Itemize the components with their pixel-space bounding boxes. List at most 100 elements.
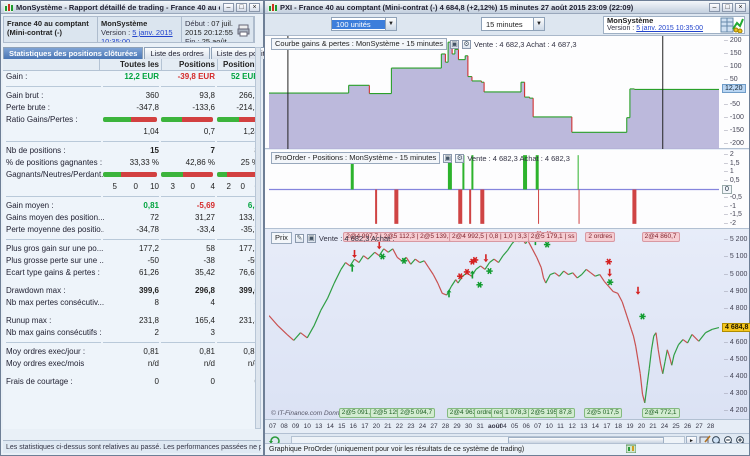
order-tag[interactable]: 2@4 860,7	[641, 232, 680, 242]
table-row: % de positions gagnantes : 33,33 % 42,86 %…	[3, 157, 255, 169]
order-tag[interactable]: 2@4 992,5 | 0,8 | 1,0 | 3,3	[449, 232, 530, 242]
cell-subvalue: 5	[112, 182, 117, 191]
table-row: Gain brut : 360 93,8 266,2	[3, 90, 255, 102]
axis-tick-label: 4 600	[724, 339, 748, 346]
units-value: 100 unités	[332, 19, 385, 29]
cell-value: -34,78	[136, 225, 159, 234]
order-tag[interactable]: 1 078,3	[502, 408, 530, 418]
close-button[interactable]: ×	[735, 2, 746, 12]
buy-marker-icon	[476, 281, 483, 288]
popout-icon[interactable]: ▣	[450, 39, 459, 49]
table-row: Runup max : 231,8 165,4 231,8	[3, 315, 255, 327]
row-label: Moy ordres exec/mois	[6, 359, 85, 368]
axis-tick-label: 5 100	[724, 253, 748, 260]
cell-value: 8	[217, 145, 256, 157]
disclaimer-text: Les statistiques ci-dessus sont relative…	[3, 440, 261, 453]
equity-curve-svg[interactable]	[269, 36, 719, 149]
date-tick-label: 18	[614, 423, 623, 430]
date-tick-label: 09	[292, 423, 300, 430]
timeframe-dropdown[interactable]: 15 minutes ▼	[481, 17, 545, 31]
order-tag[interactable]: 2@5 094,7	[397, 408, 436, 418]
table-header: Toutes les positionsPositions longuesPos…	[3, 59, 259, 83]
order-tag[interactable]: 2@4 772,1	[641, 408, 680, 418]
positions-bars-svg[interactable]	[269, 150, 719, 229]
price-series-svg[interactable]	[269, 230, 719, 420]
printer-icon[interactable]	[237, 24, 250, 37]
row-label: Plus gros gain sur une po...	[6, 244, 104, 253]
gear-icon[interactable]: ⚙	[462, 39, 471, 49]
cell-value: 7	[210, 146, 215, 155]
system-info: MonSystème Version : 5 janv. 2015 10:35:…	[98, 17, 182, 42]
cell-value: -5,69	[196, 201, 215, 210]
order-tag[interactable]: 2@5 017,5	[584, 408, 622, 418]
chevron-down-icon[interactable]: ▼	[385, 18, 396, 30]
instrument-name: France 40 au comptant (Mini-contrat (-)	[4, 17, 98, 42]
date-tick-label: 24	[660, 423, 669, 430]
axis-tick-label: 200	[724, 37, 742, 44]
order-tag[interactable]: 2 ordres	[585, 232, 616, 242]
cell-value: -133,6	[192, 103, 215, 112]
version-label: Version :	[607, 25, 635, 32]
cell-value: -214,2	[236, 103, 255, 112]
chart-titlebar[interactable]: PXI - France 40 au comptant (Mini-contra…	[265, 1, 749, 14]
sell-marker-icon	[607, 268, 613, 277]
popout-icon[interactable]: ▣	[443, 153, 453, 163]
x-axis-dates: 07 08 09 10 13 14 15 16 17 20 21 22 23 24 27 28 29 30 31 ao…	[265, 420, 717, 433]
chart-hscroll-row: ◄ ►	[265, 433, 749, 446]
version-link[interactable]: 5 janv. 2015 10:35:00	[636, 25, 704, 32]
maximize-button[interactable]: □	[236, 2, 247, 12]
order-tag[interactable]: 87,8	[556, 408, 575, 418]
tab-statistiques[interactable]: Statistiques des positions clôturées	[3, 47, 144, 59]
price-chart[interactable]	[269, 230, 719, 419]
gain-loss-bar	[161, 172, 213, 177]
popout-icon[interactable]: ▣	[306, 233, 316, 243]
date-tick-label: 07	[269, 423, 277, 430]
order-tag[interactable]: 2@5 179,1 | ss	[527, 232, 578, 242]
table-row: 5010304206	[3, 181, 255, 193]
row-label: Frais de courtage :	[6, 377, 73, 386]
buy-marker-icon	[543, 241, 551, 248]
units-dropdown[interactable]: 100 unités ▼	[331, 17, 397, 31]
sell-marker-icon	[457, 273, 464, 280]
row-label: Nb de positions :	[6, 146, 66, 155]
chevron-down-icon[interactable]: ▼	[533, 18, 544, 30]
maximize-button[interactable]: □	[722, 2, 733, 12]
positions-panel[interactable]: ProOrder - Positions : MonSystème - 15 m…	[265, 150, 749, 229]
cell-value: 165,4	[194, 316, 215, 325]
pencil-icon[interactable]: ✎	[294, 233, 304, 243]
cell-value: 1,24	[243, 127, 255, 136]
cell-value: 72	[150, 213, 159, 222]
price-quote: Vente : 4 682,3 Achat :	[318, 233, 395, 243]
close-button[interactable]: ×	[249, 2, 260, 12]
price-panel[interactable]: Prix ✎ ▣ Vente : 4 682,3 Achat : 5 2005 …	[265, 230, 750, 420]
date-tick-label: 28	[441, 423, 450, 430]
cell-value: 231,8	[238, 316, 255, 325]
cell-value: 58	[206, 244, 215, 253]
sell-marker-icon	[605, 258, 612, 265]
system-version-box[interactable]: MonSystème Version : 5 janv. 2015 10:35:…	[603, 16, 745, 34]
table-row: Nb max gains consécutifs : 2 31	[3, 327, 255, 339]
equity-curve-panel[interactable]: Courbe gains & pertes : MonSystème - 15 …	[265, 36, 749, 149]
date-tick-label: 25	[672, 423, 680, 430]
minimize-button[interactable]: –	[223, 2, 234, 12]
group-separator	[3, 339, 255, 346]
sell-marker-icon	[352, 249, 357, 258]
gear-icon[interactable]: ⚙	[455, 153, 465, 163]
positions-bar-chart[interactable]	[269, 150, 719, 228]
equity-curve-chart[interactable]	[269, 36, 719, 149]
table-row: Ratio Gains/Pertes :	[3, 114, 255, 126]
current-value-badge: 4 684,8	[722, 323, 750, 333]
minimize-button[interactable]: –	[709, 2, 720, 12]
date-tick-label: 15	[338, 423, 346, 430]
axis-tick-label: -200	[724, 140, 744, 147]
axis-tick-label: 5 000	[724, 271, 748, 278]
version-label: Version :	[101, 28, 131, 37]
report-vertical-scrollbar[interactable]	[255, 47, 261, 429]
version-link[interactable]: 5 janv. 2015 10:35:00	[101, 28, 173, 42]
window-title: PXI - France 40 au comptant (Mini-contra…	[280, 2, 634, 12]
axis-tick-label: -50	[724, 101, 740, 108]
group-separator	[3, 236, 255, 243]
row-label: Gagnants/Neutres/Perdant...	[6, 170, 104, 179]
tab-liste-ordres[interactable]: Liste des ordres	[144, 47, 210, 59]
report-titlebar[interactable]: MonSystème - Rapport détaillé de trading…	[1, 1, 263, 14]
